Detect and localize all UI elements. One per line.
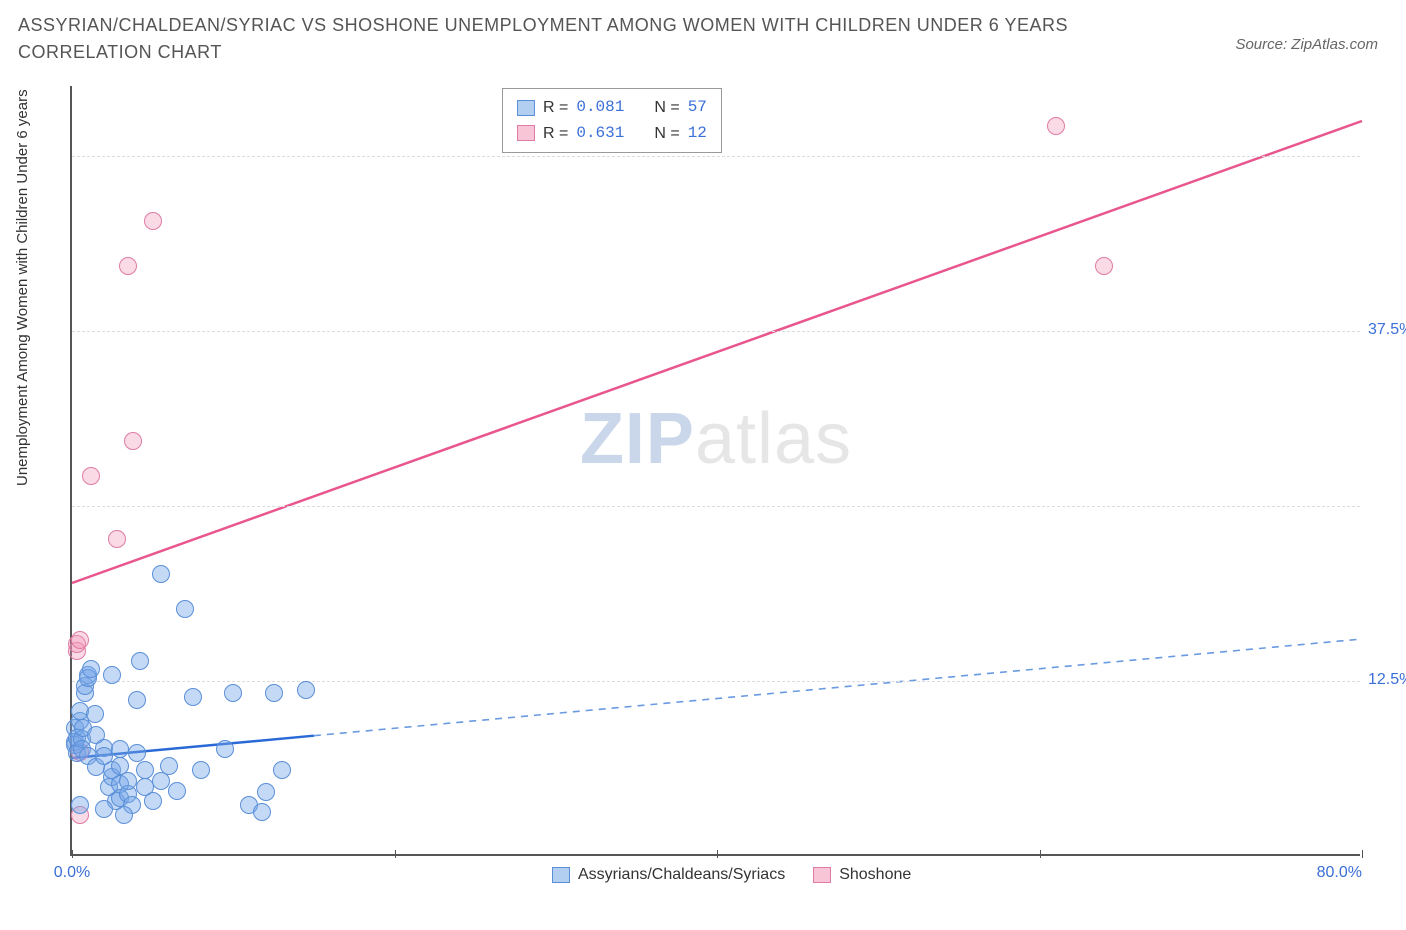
data-point-blue [176,600,194,618]
data-point-blue [253,803,271,821]
chart-title: ASSYRIAN/CHALDEAN/SYRIAC VS SHOSHONE UNE… [18,12,1118,66]
gridline [72,506,1360,507]
data-point-blue [82,660,100,678]
data-point-blue [131,652,149,670]
y-axis-label: Unemployment Among Women with Children U… [14,89,31,486]
legend-swatch [517,125,535,141]
gridline [72,681,1360,682]
legend-item: Assyrians/Chaldeans/Syriacs [552,866,785,884]
legend-item: Shoshone [813,866,911,884]
data-point-blue [86,705,104,723]
data-point-blue [128,744,146,762]
x-tick [717,850,718,858]
data-point-pink [71,631,89,649]
chart-area: Unemployment Among Women with Children U… [0,66,1406,926]
data-point-blue [152,772,170,790]
x-tick [1040,850,1041,858]
x-tick [395,850,396,858]
data-point-blue [152,565,170,583]
data-point-blue [136,761,154,779]
data-point-blue [144,792,162,810]
plot-region: ZIPatlas R =0.081N =57R =0.631N =12 Assy… [70,86,1360,856]
data-point-blue [216,740,234,758]
data-point-pink [82,467,100,485]
data-point-blue [160,757,178,775]
x-tick-label: 0.0% [54,864,90,882]
data-point-blue [168,782,186,800]
y-tick-label: 12.5% [1368,671,1406,689]
data-point-pink [124,432,142,450]
legend-swatch [813,867,831,883]
data-point-blue [111,740,129,758]
legend-series: Assyrians/Chaldeans/Syriacs Shoshone [552,866,911,884]
legend-stats-row: R =0.081N =57 [517,95,707,121]
data-point-pink [108,530,126,548]
data-point-pink [1047,117,1065,135]
data-point-blue [103,666,121,684]
data-point-pink [119,257,137,275]
legend-swatch [552,867,570,883]
legend-stats: R =0.081N =57R =0.631N =12 [502,88,722,153]
gridline [72,156,1360,157]
x-tick-label: 80.0% [1317,864,1362,882]
legend-stats-row: R =0.631N =12 [517,121,707,147]
data-point-blue [95,800,113,818]
x-tick [1362,850,1363,858]
data-point-blue [115,806,133,824]
data-point-blue [128,691,146,709]
data-point-blue [224,684,242,702]
data-point-blue [184,688,202,706]
gridline [72,331,1360,332]
x-tick [72,850,73,858]
data-point-blue [273,761,291,779]
data-point-blue [71,796,89,814]
data-point-blue [192,761,210,779]
data-point-blue [257,783,275,801]
data-point-blue [297,681,315,699]
data-point-blue [265,684,283,702]
data-point-pink [1095,257,1113,275]
legend-swatch [517,100,535,116]
chart-header: ASSYRIAN/CHALDEAN/SYRIAC VS SHOSHONE UNE… [0,0,1406,66]
trend-lines [72,86,1360,854]
watermark: ZIPatlas [580,398,852,480]
source-credit: Source: ZipAtlas.com [1235,36,1378,53]
y-tick-label: 37.5% [1368,321,1406,339]
data-point-pink [144,212,162,230]
